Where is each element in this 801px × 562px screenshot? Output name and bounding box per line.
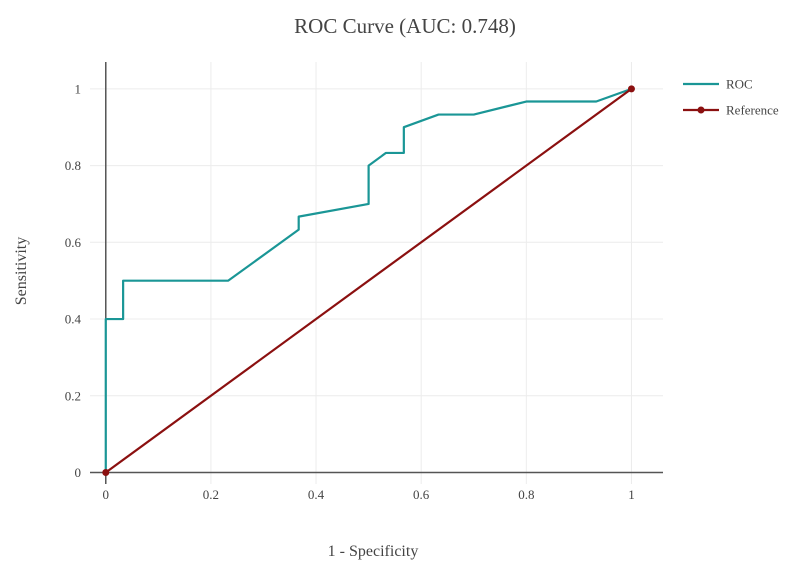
- x-tick-label: 0.2: [203, 487, 219, 502]
- roc-line: [104, 87, 633, 474]
- data-series: [102, 85, 635, 476]
- chart-title: ROC Curve (AUC: 0.748): [294, 14, 516, 38]
- y-tick-label: 1: [75, 81, 82, 96]
- grid-lines: [90, 62, 663, 484]
- y-tick-label: 0.6: [65, 235, 82, 250]
- y-axis-title: Sensitivity: [13, 237, 30, 305]
- legend-label-reference: Reference: [726, 103, 779, 118]
- tick-labels: 0 0.2 0.4 0.6 0.8 1 0 0.2 0.4 0.6 0.8 1: [65, 81, 635, 502]
- y-tick-label: 0.2: [65, 388, 81, 403]
- legend-marker-reference: [697, 106, 705, 114]
- reference-marker: [102, 468, 110, 476]
- y-tick-label: 0.4: [65, 312, 82, 327]
- x-tick-label: 0.6: [413, 487, 430, 502]
- legend-label-roc: ROC: [726, 77, 753, 92]
- x-tick-label: 0: [103, 487, 110, 502]
- x-tick-label: 0.4: [308, 487, 325, 502]
- legend: ROC Reference: [683, 77, 779, 118]
- reference-marker: [627, 85, 635, 93]
- x-axis-title: 1 - Specificity: [328, 543, 419, 560]
- y-tick-label: 0.8: [65, 158, 81, 173]
- reference-line: [104, 87, 633, 474]
- x-tick-label: 1: [628, 487, 635, 502]
- y-tick-label: 0: [75, 465, 82, 480]
- x-tick-label: 0.8: [518, 487, 534, 502]
